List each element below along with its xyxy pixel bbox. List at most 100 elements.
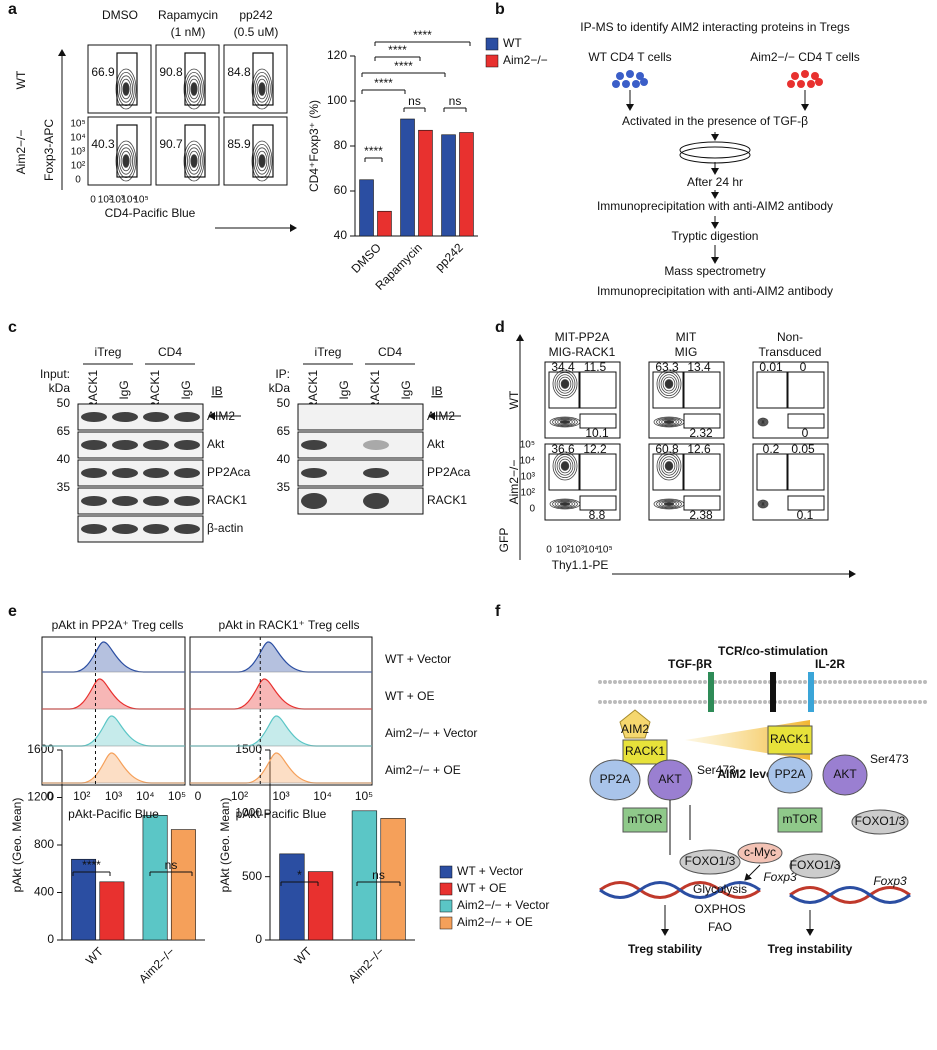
lipid [688,680,692,684]
tick-label: 10⁴ [136,789,155,803]
band [301,468,327,478]
lipid [803,700,807,704]
contour [661,501,677,507]
flow-plot [752,443,829,521]
pathway-label: RACK1 [770,732,810,746]
gate-value: 13.4 [687,360,711,374]
pathway-label: Ser473 [870,752,909,766]
tick-label: 10² [71,161,86,172]
histogram [42,678,185,710]
gate-value: 40.3 [91,137,115,151]
contour [656,451,682,481]
lipid [753,700,757,704]
lipid [913,680,917,684]
pathway-label: Glycolysis [693,882,747,896]
node [679,849,741,875]
pathway-label: AIM2 [621,722,649,736]
contour [188,150,200,172]
lipid [878,680,882,684]
contour [251,140,273,182]
contour [656,417,682,427]
lipid [793,680,797,684]
contour [186,75,201,103]
contour [558,376,572,392]
cell [636,72,644,80]
significance: ns [408,94,421,108]
lipid [698,700,702,704]
lipid [903,700,907,704]
lipid [668,680,672,684]
tick-label: 10⁵ [355,789,373,803]
lipid [683,680,687,684]
lipid [648,700,652,704]
pathway-label: Foxp3 [873,874,907,888]
band [81,412,107,422]
lipid [613,680,617,684]
column-title: MIG [675,345,698,359]
lipid [853,700,857,704]
bar [418,129,433,237]
gate [252,52,274,106]
lipid [828,700,832,704]
y-tick-label: 400 [34,885,54,899]
lipid [923,680,927,684]
panel-label: f [495,603,501,620]
pathway-label: Ser473 [697,763,736,777]
gate [184,52,206,106]
flow-plot [223,116,288,186]
contour [256,78,268,100]
lipid [763,700,767,704]
gate-value: 11.5 [584,360,607,374]
cell [807,80,815,88]
lipid [658,680,662,684]
gradient-label: AIM2 levels [717,767,783,781]
group-label: WT CD4 T cells [588,50,671,64]
tick-label: 0 [195,789,202,803]
lipid [653,700,657,704]
band [363,440,389,450]
cell [612,80,620,88]
row-label: Aim2−/− [507,460,521,505]
lipid [838,680,842,684]
band [81,468,107,478]
gate-value: 90.7 [159,137,183,151]
bar [377,210,392,237]
lipid [778,700,782,704]
contour [120,78,132,100]
y-tick-label: 500 [242,869,262,883]
x-tick-label: Aim2−/− [136,944,178,986]
tick-label: 0 [75,175,81,186]
band [174,524,200,534]
panel-label: d [495,319,505,336]
lipid [703,700,707,704]
significance: **** [374,76,393,90]
significance: ns [449,94,462,108]
flow-plot [155,44,220,114]
contour [664,379,674,389]
column-title: MIT-PP2A [555,330,610,344]
legend-label: Aim2−/− + OE [457,915,533,929]
lipid [883,680,887,684]
gate-value: 84.8 [227,65,251,79]
tick-label: 10⁴ [313,789,332,803]
lipid [743,700,747,704]
dish [679,146,751,164]
lipid [678,680,682,684]
y-tick-label: 40 [334,228,348,242]
cell [811,72,819,80]
node [767,725,813,755]
band [112,524,138,534]
lipid [728,700,732,704]
contour [190,154,198,168]
lipid [908,700,912,704]
tick-label: 10⁴ [520,456,535,467]
gate-value: 8.8 [589,508,606,522]
lipid [863,680,867,684]
lipid [683,700,687,704]
histogram [190,752,372,784]
lipid [883,700,887,704]
contour [115,140,137,182]
histogram [190,678,372,710]
band [143,440,169,450]
contour [122,82,130,96]
